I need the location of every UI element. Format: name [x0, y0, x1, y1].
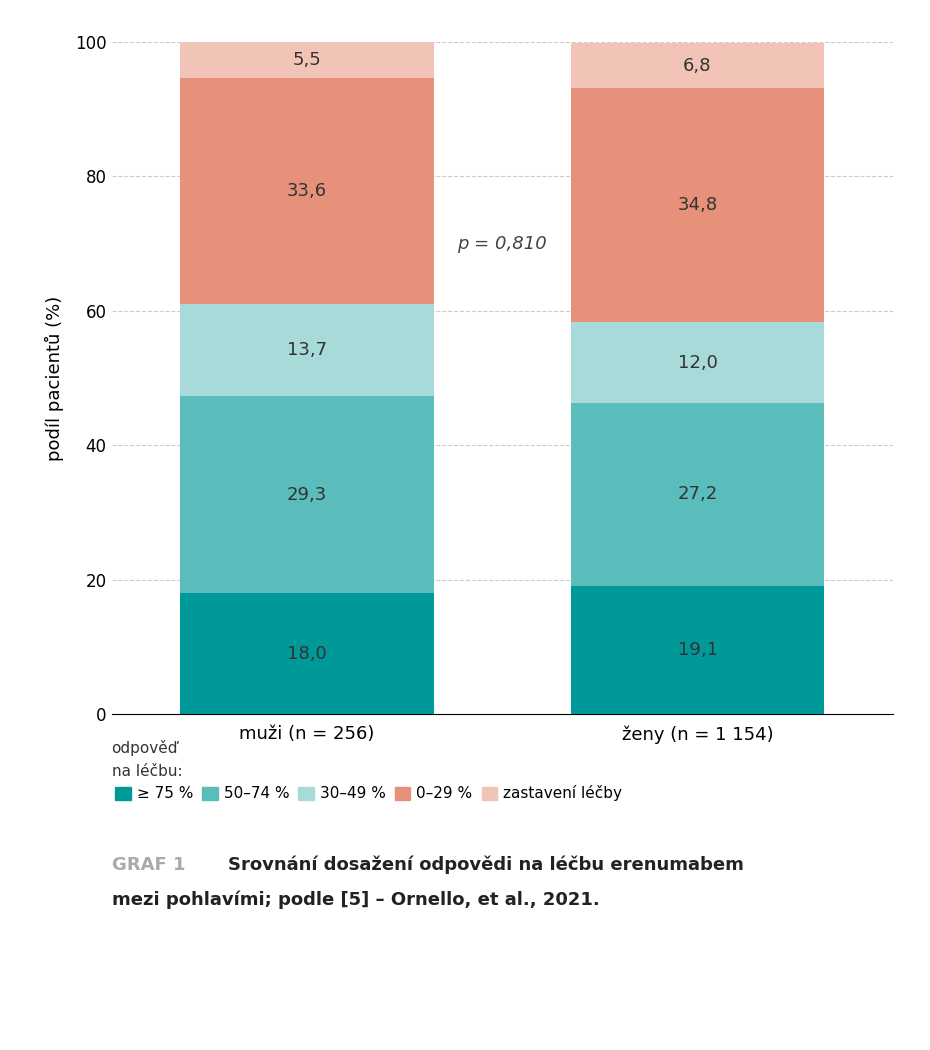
Bar	[570, 403, 824, 586]
Text: 29,3: 29,3	[286, 485, 327, 504]
Bar	[570, 322, 824, 403]
Text: 19,1: 19,1	[677, 640, 718, 658]
Text: 27,2: 27,2	[677, 485, 718, 503]
Text: 13,7: 13,7	[286, 341, 327, 359]
Text: 34,8: 34,8	[677, 196, 718, 214]
Text: Srovnání dosažení odpovědi na léčbu erenumabem: Srovnání dosažení odpovědi na léčbu eren…	[228, 856, 744, 875]
Bar	[180, 593, 433, 714]
Text: mezi pohlavími; podle [5] – Ornello, et al., 2021.: mezi pohlavími; podle [5] – Ornello, et …	[112, 890, 599, 909]
Bar	[570, 43, 824, 88]
Text: 5,5: 5,5	[293, 50, 321, 69]
Y-axis label: podíl pacientů (%): podíl pacientů (%)	[45, 295, 64, 461]
Bar	[570, 586, 824, 714]
Legend: ≥ 75 %, 50–74 %, 30–49 %, 0–29 %, zastavení léčby: ≥ 75 %, 50–74 %, 30–49 %, 0–29 %, zastav…	[115, 785, 622, 801]
Bar	[180, 79, 433, 304]
Text: 6,8: 6,8	[684, 57, 711, 75]
Bar	[570, 88, 824, 322]
Text: na léčbu:: na léčbu:	[112, 764, 182, 779]
Bar	[180, 41, 433, 79]
Text: 12,0: 12,0	[678, 354, 717, 372]
Text: 18,0: 18,0	[287, 645, 326, 663]
Bar	[180, 396, 433, 593]
Bar	[180, 304, 433, 396]
Text: 33,6: 33,6	[286, 183, 327, 201]
Text: GRAF 1: GRAF 1	[112, 856, 185, 874]
Text: p = 0,810: p = 0,810	[458, 234, 547, 253]
Text: odpověď: odpověď	[112, 740, 179, 756]
